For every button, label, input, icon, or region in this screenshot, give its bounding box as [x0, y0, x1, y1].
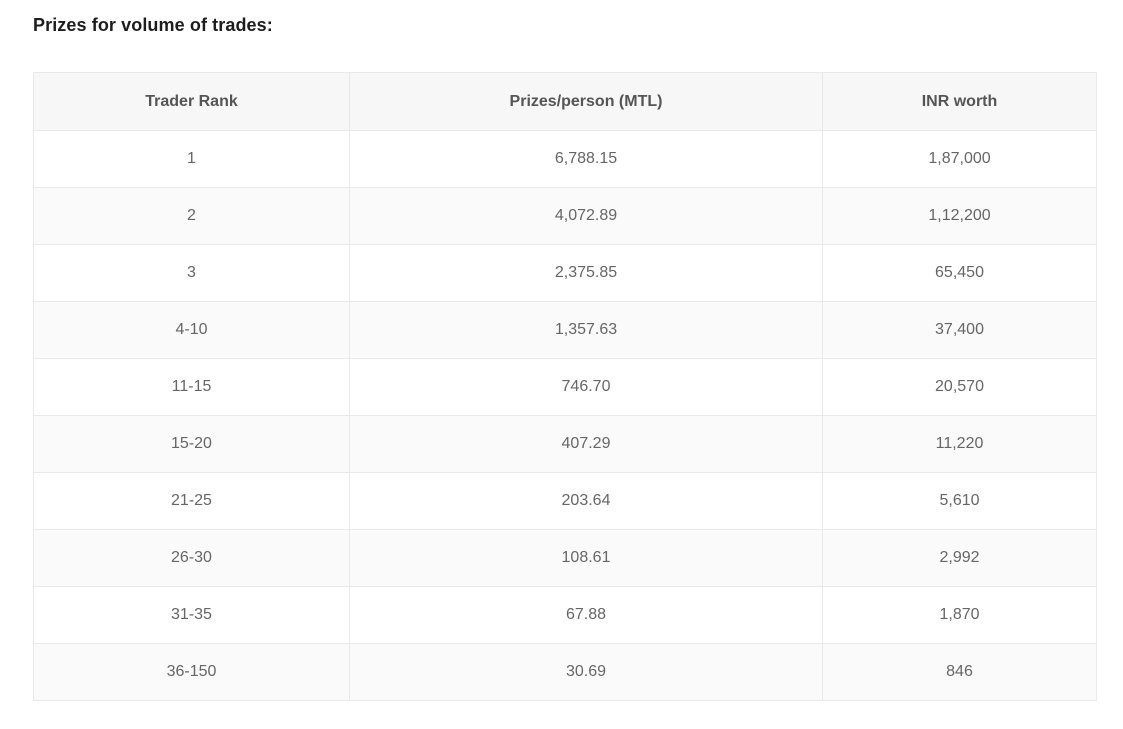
table-cell-prizes-per-person-mtl: 4,072.89 [349, 187, 823, 245]
table-row: 1 6,788.15 1,87,000 [33, 130, 1097, 188]
table-cell-inr-worth: 20,570 [822, 358, 1097, 416]
table-cell-trader-rank: 2 [33, 187, 350, 245]
prizes-table-body: 1 6,788.15 1,87,000 2 4,072.89 1,12,200 3 2,375… [33, 130, 1097, 701]
table-cell-prizes-per-person-mtl: 6,788.15 [349, 130, 823, 188]
table-cell-inr-worth: 846 [822, 643, 1097, 701]
table-cell-inr-worth: 11,220 [822, 415, 1097, 473]
table-cell-trader-rank: 36-150 [33, 643, 350, 701]
column-header-inr-worth: INR worth [822, 72, 1097, 131]
table-row: 2 4,072.89 1,12,200 [33, 187, 1097, 245]
table-row: 3 2,375.85 65,450 [33, 244, 1097, 302]
table-row: 11-15 746.70 20,570 [33, 358, 1097, 416]
table-row: 36-150 30.69 846 [33, 643, 1097, 701]
table-cell-trader-rank: 4-10 [33, 301, 350, 359]
table-cell-trader-rank: 3 [33, 244, 350, 302]
table-row: 15-20 407.29 11,220 [33, 415, 1097, 473]
table-row: 31-35 67.88 1,870 [33, 586, 1097, 644]
table-cell-inr-worth: 1,12,200 [822, 187, 1097, 245]
table-row: 26-30 108.61 2,992 [33, 529, 1097, 587]
table-cell-inr-worth: 1,87,000 [822, 130, 1097, 188]
table-cell-trader-rank: 11-15 [33, 358, 350, 416]
prizes-table: Trader Rank Prizes/person (MTL) INR wort… [33, 72, 1097, 701]
table-row: 21-25 203.64 5,610 [33, 472, 1097, 530]
table-cell-inr-worth: 37,400 [822, 301, 1097, 359]
table-cell-trader-rank: 15-20 [33, 415, 350, 473]
table-cell-prizes-per-person-mtl: 1,357.63 [349, 301, 823, 359]
table-cell-prizes-per-person-mtl: 746.70 [349, 358, 823, 416]
table-cell-inr-worth: 2,992 [822, 529, 1097, 587]
table-cell-inr-worth: 65,450 [822, 244, 1097, 302]
table-cell-prizes-per-person-mtl: 2,375.85 [349, 244, 823, 302]
table-cell-prizes-per-person-mtl: 203.64 [349, 472, 823, 530]
table-cell-prizes-per-person-mtl: 407.29 [349, 415, 823, 473]
table-cell-prizes-per-person-mtl: 67.88 [349, 586, 823, 644]
table-cell-trader-rank: 31-35 [33, 586, 350, 644]
table-cell-inr-worth: 1,870 [822, 586, 1097, 644]
table-cell-trader-rank: 21-25 [33, 472, 350, 530]
column-header-trader-rank: Trader Rank [33, 72, 350, 131]
page-title: Prizes for volume of trades: [33, 15, 273, 35]
table-cell-inr-worth: 5,610 [822, 472, 1097, 530]
prizes-table-header: Trader Rank Prizes/person (MTL) INR wort… [33, 72, 1097, 131]
column-header-prizes-per-person: Prizes/person (MTL) [349, 72, 823, 131]
table-cell-prizes-per-person-mtl: 108.61 [349, 529, 823, 587]
table-row: 4-10 1,357.63 37,400 [33, 301, 1097, 359]
table-cell-trader-rank: 26-30 [33, 529, 350, 587]
table-cell-prizes-per-person-mtl: 30.69 [349, 643, 823, 701]
table-cell-trader-rank: 1 [33, 130, 350, 188]
header-row: Trader Rank Prizes/person (MTL) INR wort… [33, 72, 1097, 131]
